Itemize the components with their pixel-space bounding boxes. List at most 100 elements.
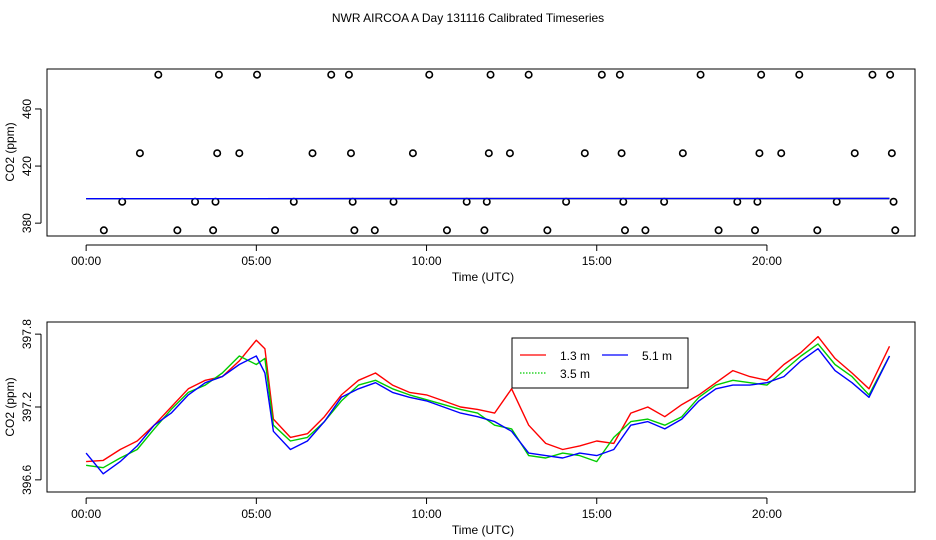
data-point [482,197,491,206]
data-point [425,70,434,79]
series-line-1-3-m [86,335,891,463]
data-point [619,197,628,206]
data-point [887,149,896,158]
data-point [891,226,900,235]
x-tick-label: 20:00 [752,507,782,521]
x-tick-label: 05:00 [241,254,271,268]
data-point [615,70,624,79]
data-point [99,226,108,235]
data-point [327,70,336,79]
data-point [480,226,489,235]
data-point [886,70,895,79]
data-point [543,226,552,235]
y-axis-label: CO2 (ppm) [3,122,17,181]
data-point [524,70,533,79]
panel-scatter: 00:00 05:00 10:00 15:00 20:00 380 420 460 Time… [3,68,916,284]
data-point [641,226,650,235]
legend: 1.3 m 5.1 m 3.5 m [511,337,689,389]
x-tick-label: 05:00 [241,507,271,521]
data-point [213,149,222,158]
data-point [173,226,182,235]
x-tick-label: 00:00 [71,507,101,521]
data-point [755,149,764,158]
x-axis-label: Time (UTC) [452,270,514,284]
data-point [191,197,200,206]
y-axis: 396.6 397.2 397.8 [20,319,42,495]
data-point [442,226,451,235]
data-point [346,149,355,158]
data-point [505,149,514,158]
data-point [209,226,218,235]
y-axis-label: CO2 (ppm) [3,377,17,436]
y-tick-label: 397.2 [20,392,34,422]
y-axis: 380 420 460 [20,99,42,233]
data-point [271,226,280,235]
legend-box [511,337,689,389]
panel-line: 00:00 05:00 10:00 15:00 20:00 396.6 397.2 397.… [3,319,916,537]
data-point [344,70,353,79]
data-point [154,70,163,79]
data-point [751,226,760,235]
y-tick-label: 397.8 [20,319,34,349]
x-tick-label: 10:00 [412,507,442,521]
data-point [135,149,144,158]
figure-title: NWR AIRCOA A Day 131116 Calibrated Times… [332,11,604,25]
data-point [597,70,606,79]
data-point [462,197,471,206]
legend-label-5-1m: 5.1 m [642,349,672,363]
y-tick-label: 420 [20,156,34,176]
data-point [289,197,298,206]
data-point [350,226,359,235]
data-point [753,197,762,206]
legend-label-3-5m: 3.5 m [560,367,590,381]
data-point [777,149,786,158]
series-lines [85,335,891,475]
data-point [678,149,687,158]
data-point [757,70,766,79]
y-tick-label: 380 [20,213,34,233]
data-point [714,226,723,235]
y-tick-label: 460 [20,99,34,119]
x-tick-label: 10:00 [412,254,442,268]
plot-frame [46,321,916,493]
data-point [348,197,357,206]
x-tick-label: 15:00 [582,507,612,521]
y-tick-label: 396.6 [20,465,34,495]
data-point [620,226,629,235]
data-point [696,70,705,79]
x-axis: 00:00 05:00 10:00 15:00 20:00 [71,497,782,521]
scatter-points [99,70,900,235]
data-point [235,149,244,158]
x-tick-label: 15:00 [582,254,612,268]
data-point [211,197,220,206]
x-tick-label: 20:00 [752,254,782,268]
data-point [733,197,742,206]
data-point [253,70,262,79]
data-point [813,226,822,235]
data-point [795,70,804,79]
data-point [562,197,571,206]
x-tick-label: 00:00 [71,254,101,268]
x-axis: 00:00 05:00 10:00 15:00 20:00 [71,244,782,268]
data-point [660,197,669,206]
data-point [370,226,379,235]
data-point [308,149,317,158]
data-point [484,149,493,158]
data-point [408,149,417,158]
data-point [850,149,859,158]
data-point [389,197,398,206]
data-point [617,149,626,158]
x-axis-label: Time (UTC) [452,523,514,537]
data-point [486,70,495,79]
data-point [832,197,841,206]
plot-frame [46,68,916,237]
data-point [889,197,898,206]
legend-label-1-3m: 1.3 m [560,349,590,363]
data-point [580,149,589,158]
series-line-5-1-m [85,348,891,475]
data-point [118,197,127,206]
data-point [868,70,877,79]
data-point [214,70,223,79]
series-line-3-5-m [86,343,891,469]
